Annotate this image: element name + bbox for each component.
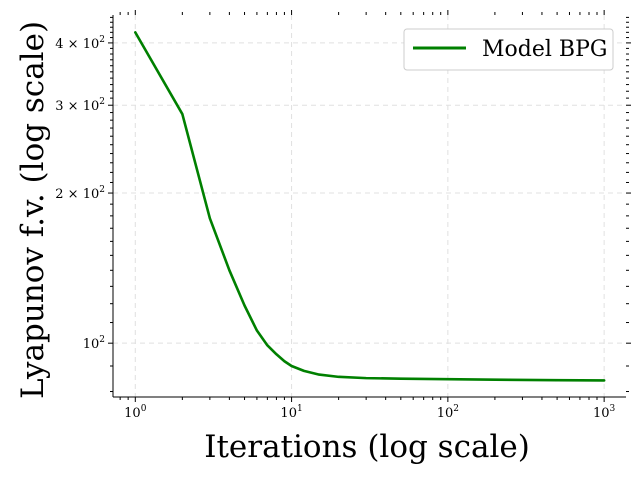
y-tick-label: 3 × 102 bbox=[55, 97, 105, 114]
axes bbox=[112, 15, 626, 398]
y-tick-label: 4 × 102 bbox=[55, 35, 105, 52]
series bbox=[134, 31, 606, 382]
x-tick-label: 103 bbox=[593, 404, 616, 421]
y-axis-title: Lyapunov f.v. (log scale) bbox=[15, 21, 51, 399]
x-tick-label: 102 bbox=[437, 404, 459, 421]
y-tick-label: 2 × 102 bbox=[55, 185, 105, 202]
legend-box bbox=[403, 28, 614, 71]
legend-label: Model BPG bbox=[482, 37, 607, 62]
tick-labels: 100 101 102 103 102 2 × 102 3 × 102 4 × 102 bbox=[55, 35, 615, 421]
ticks bbox=[108, 10, 631, 402]
x-tick-label: 100 bbox=[124, 404, 147, 421]
y-tick-label: 102 bbox=[83, 335, 105, 352]
grid bbox=[113, 15, 626, 397]
legend: Model BPG bbox=[403, 28, 614, 71]
series-line-0 bbox=[134, 31, 606, 382]
x-axis-title: Iterations (log scale) bbox=[204, 429, 530, 465]
x-tick-label: 101 bbox=[280, 404, 302, 421]
